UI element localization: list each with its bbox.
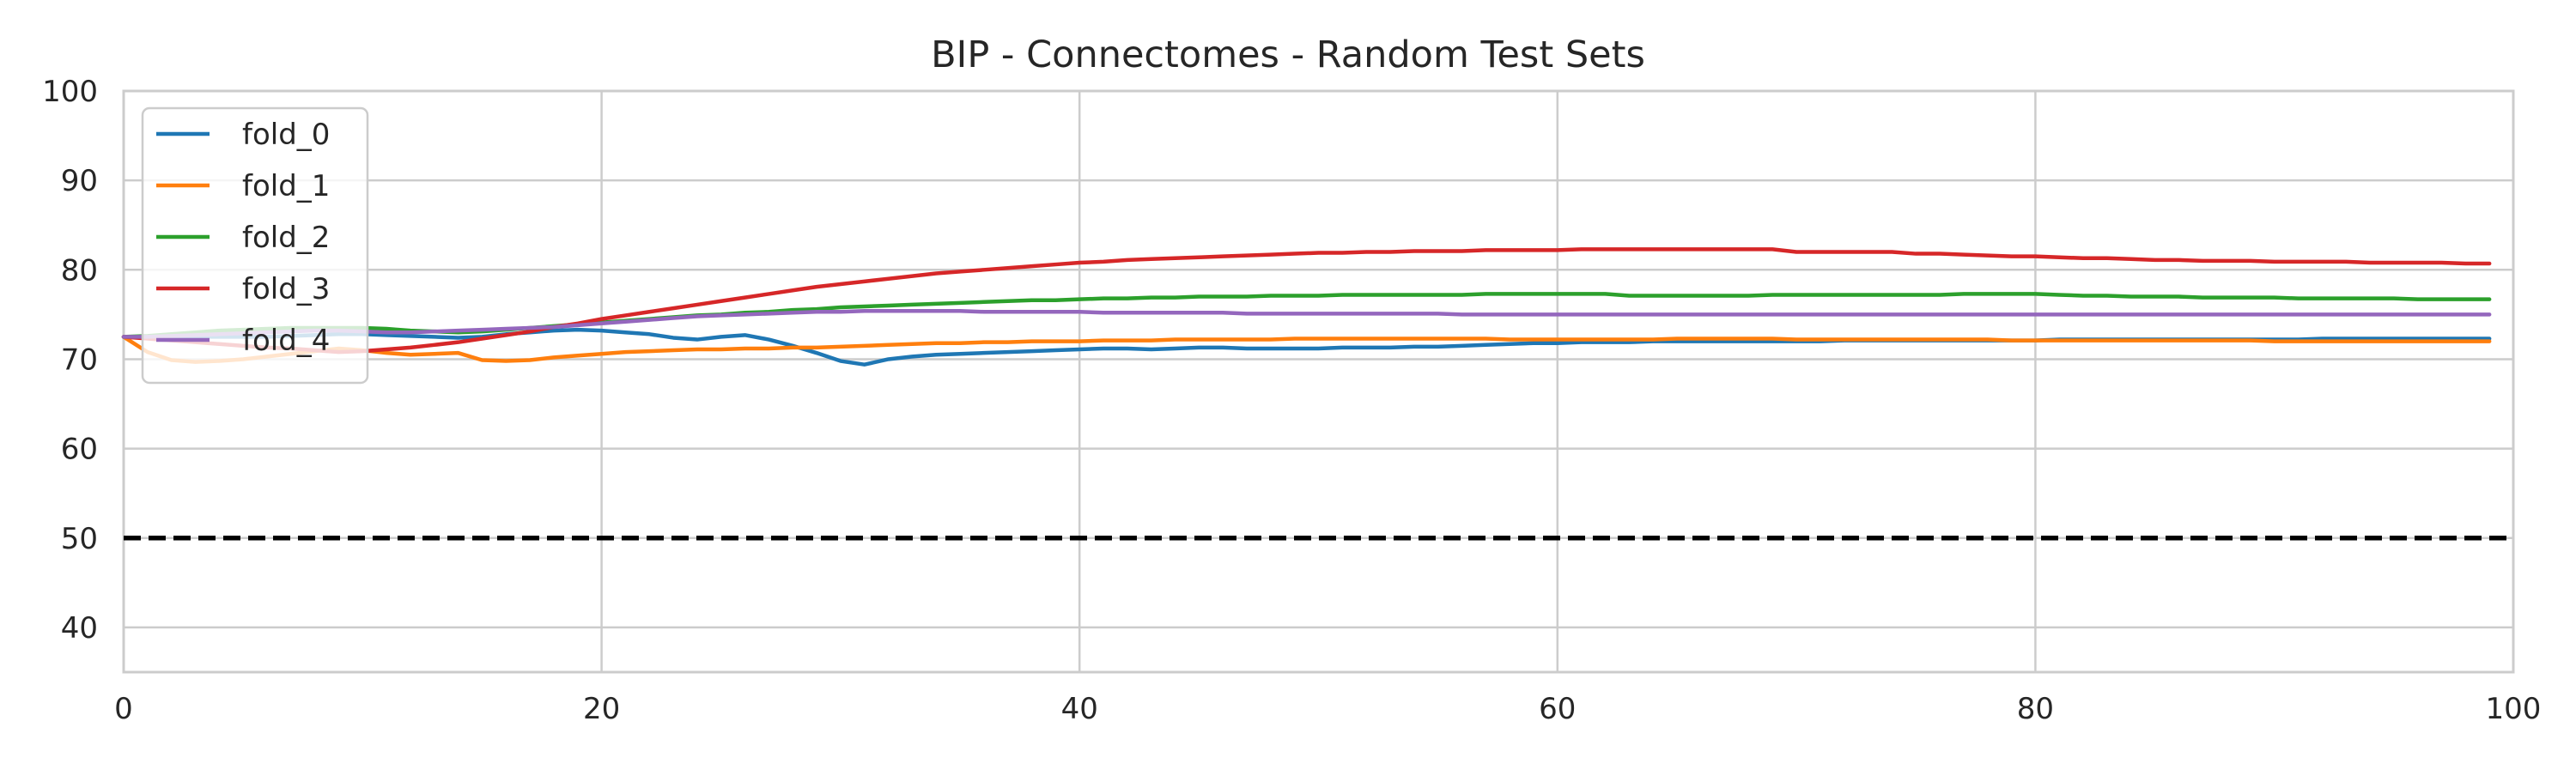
legend-box: [141, 106, 369, 385]
legend-label: fold_2: [242, 221, 330, 255]
plot-frame: [122, 89, 2515, 674]
y-tick-label: 70: [61, 343, 98, 377]
y-tick-label: 60: [61, 433, 98, 467]
legend-label: fold_1: [242, 169, 330, 203]
legend-label: fold_4: [242, 324, 330, 358]
x-tick-label: 60: [1539, 692, 1576, 726]
series-lines: [121, 247, 2513, 541]
chart-title: BIP - Connectomes - Random Test Sets: [931, 33, 1645, 76]
legend-label: fold_0: [242, 118, 330, 152]
x-tick-label: 40: [1061, 692, 1098, 726]
axis-tick-labels: 0 20 40 60 80 100 40 50 60 70 80 90 100: [42, 75, 2541, 726]
series-line-fold_3: [121, 247, 2492, 355]
x-tick-label: 100: [2486, 692, 2542, 726]
x-tick-label: 20: [583, 692, 620, 726]
grid-lines: [122, 89, 2515, 674]
series-line-fold_1: [121, 335, 2492, 364]
y-tick-label: 50: [61, 522, 98, 556]
y-tick-label: 90: [61, 164, 98, 198]
series-line-fold_4: [121, 308, 2492, 339]
x-tick-label: 0: [114, 692, 133, 726]
y-tick-label: 40: [61, 611, 98, 646]
y-tick-label: 80: [61, 253, 98, 288]
legend-label: fold_3: [242, 272, 330, 306]
legend: fold_0 fold_1 fold_2 fold_3 fold_4: [141, 106, 369, 385]
y-tick-label: 100: [42, 75, 98, 109]
x-tick-label: 80: [2017, 692, 2054, 726]
